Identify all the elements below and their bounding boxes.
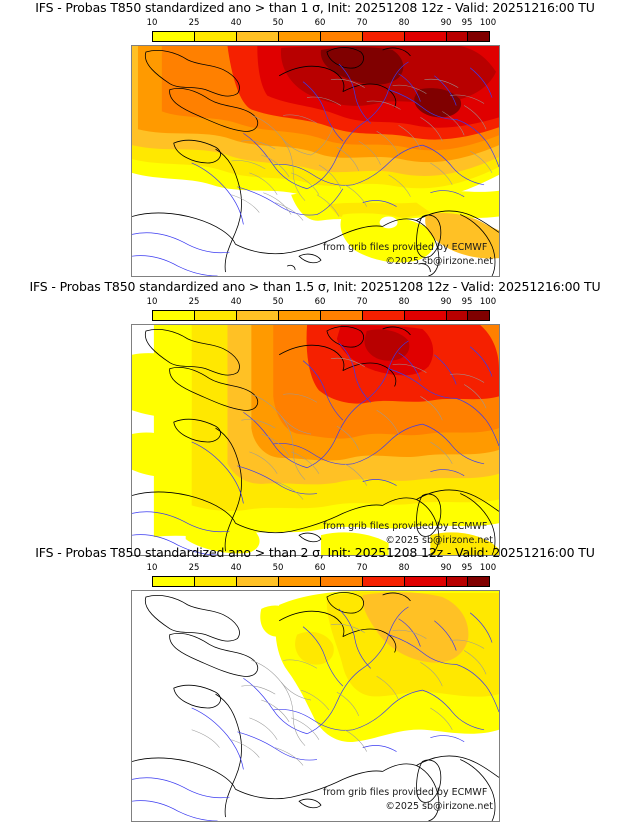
colorbar-tick-90: 90 (440, 18, 452, 28)
colorbar-segment-3 (279, 311, 321, 320)
colorbar-tick-60: 60 (314, 297, 326, 307)
colorbar-tick-60: 60 (314, 18, 326, 28)
colorbar-gradient-2 (152, 310, 490, 321)
colorbar-tick-80: 80 (398, 297, 410, 307)
colorbar-segment-8 (468, 577, 489, 586)
colorbar-segment-3 (279, 577, 321, 586)
colorbar-segment-7 (447, 32, 468, 41)
map-graphic-1 (132, 46, 499, 276)
colorbar-tick-60: 60 (314, 563, 326, 573)
colorbar-tick-40: 40 (230, 297, 242, 307)
forecast-panel-1p5-sigma: IFS - Probas T850 standardized ano > tha… (0, 279, 630, 556)
colorbar-segment-5 (363, 311, 405, 320)
map-canvas-3 (132, 591, 499, 821)
colorbar-gradient-3 (152, 576, 490, 587)
colorbar-segment-4 (321, 577, 363, 586)
map-frame-1[interactable]: from grib files provided by ECMWF ©2025 … (131, 45, 500, 277)
colorbar-segment-4 (321, 311, 363, 320)
attribution-copyright-2: ©2025 sb@irizone.net (385, 535, 493, 546)
colorbar-segment-6 (405, 311, 447, 320)
colorbar-segment-4 (321, 32, 363, 41)
map-graphic-3 (132, 591, 499, 821)
colorbar-tick-90: 90 (440, 563, 452, 573)
colorbar-segment-1 (195, 577, 237, 586)
colorbar-2: 10 25 40 50 60 70 80 90 95 100 (147, 297, 497, 323)
map-graphic-2 (132, 325, 499, 555)
colorbar-segment-2 (237, 311, 279, 320)
panel-title-1: IFS - Probas T850 standardized ano > tha… (35, 0, 595, 15)
colorbar-segment-8 (468, 311, 489, 320)
colorbar-segment-3 (279, 32, 321, 41)
map-canvas-1 (132, 46, 499, 276)
colorbar-tick-80: 80 (398, 563, 410, 573)
colorbar-segment-1 (195, 32, 237, 41)
colorbar-segment-2 (237, 577, 279, 586)
colorbar-segment-0 (153, 32, 195, 41)
colorbar-tick-80: 80 (398, 18, 410, 28)
colorbar-segment-0 (153, 577, 195, 586)
colorbar-ticks-3: 10 25 40 50 60 70 80 90 95 100 (147, 563, 497, 576)
attribution-copyright-3: ©2025 sb@irizone.net (385, 801, 493, 812)
colorbar-segment-8 (468, 32, 489, 41)
colorbar-segment-2 (237, 32, 279, 41)
attribution-grib-1: from grib files provided by ECMWF (323, 242, 488, 253)
colorbar-tick-40: 40 (230, 563, 242, 573)
colorbar-tick-50: 50 (272, 563, 284, 573)
colorbar-segment-1 (195, 311, 237, 320)
colorbar-tick-95: 95 (461, 18, 473, 28)
map-frame-2[interactable]: from grib files provided by ECMWF ©2025 … (131, 324, 500, 556)
colorbar-gradient-1 (152, 31, 490, 42)
colorbar-segment-6 (405, 32, 447, 41)
colorbar-segment-0 (153, 311, 195, 320)
colorbar-tick-70: 70 (356, 297, 368, 307)
colorbar-tick-95: 95 (461, 297, 473, 307)
attribution-grib-2: from grib files provided by ECMWF (323, 521, 488, 532)
colorbar-tick-40: 40 (230, 18, 242, 28)
colorbar-tick-95: 95 (461, 563, 473, 573)
colorbar-tick-25: 25 (188, 18, 200, 28)
colorbar-tick-100: 100 (479, 18, 497, 28)
colorbar-1: 10 25 40 50 60 70 80 90 95 100 (147, 18, 497, 44)
colorbar-segment-5 (363, 577, 405, 586)
colorbar-tick-70: 70 (356, 18, 368, 28)
attribution-copyright-1: ©2025 sb@irizone.net (385, 256, 493, 267)
panel-title-3: IFS - Probas T850 standardized ano > tha… (35, 545, 595, 560)
colorbar-3: 10 25 40 50 60 70 80 90 95 100 (147, 563, 497, 589)
colorbar-tick-70: 70 (356, 563, 368, 573)
colorbar-segment-7 (447, 577, 468, 586)
map-canvas-2 (132, 325, 499, 555)
colorbar-tick-50: 50 (272, 18, 284, 28)
colorbar-segment-6 (405, 577, 447, 586)
forecast-panel-1-sigma: IFS - Probas T850 standardized ano > tha… (0, 0, 630, 278)
colorbar-tick-100: 100 (479, 297, 497, 307)
panel-title-2: IFS - Probas T850 standardized ano > tha… (29, 279, 601, 294)
colorbar-tick-10: 10 (146, 18, 158, 28)
forecast-panel-2-sigma: IFS - Probas T850 standardized ano > tha… (0, 545, 630, 828)
colorbar-tick-25: 25 (188, 297, 200, 307)
colorbar-ticks-2: 10 25 40 50 60 70 80 90 95 100 (147, 297, 497, 310)
colorbar-tick-10: 10 (146, 563, 158, 573)
colorbar-tick-50: 50 (272, 297, 284, 307)
colorbar-tick-90: 90 (440, 297, 452, 307)
map-frame-3[interactable]: from grib files provided by ECMWF ©2025 … (131, 590, 500, 822)
attribution-grib-3: from grib files provided by ECMWF (323, 787, 488, 798)
colorbar-tick-100: 100 (479, 563, 497, 573)
colorbar-ticks-1: 10 25 40 50 60 70 80 90 95 100 (147, 18, 497, 31)
colorbar-segment-5 (363, 32, 405, 41)
colorbar-tick-25: 25 (188, 563, 200, 573)
colorbar-segment-7 (447, 311, 468, 320)
colorbar-tick-10: 10 (146, 297, 158, 307)
